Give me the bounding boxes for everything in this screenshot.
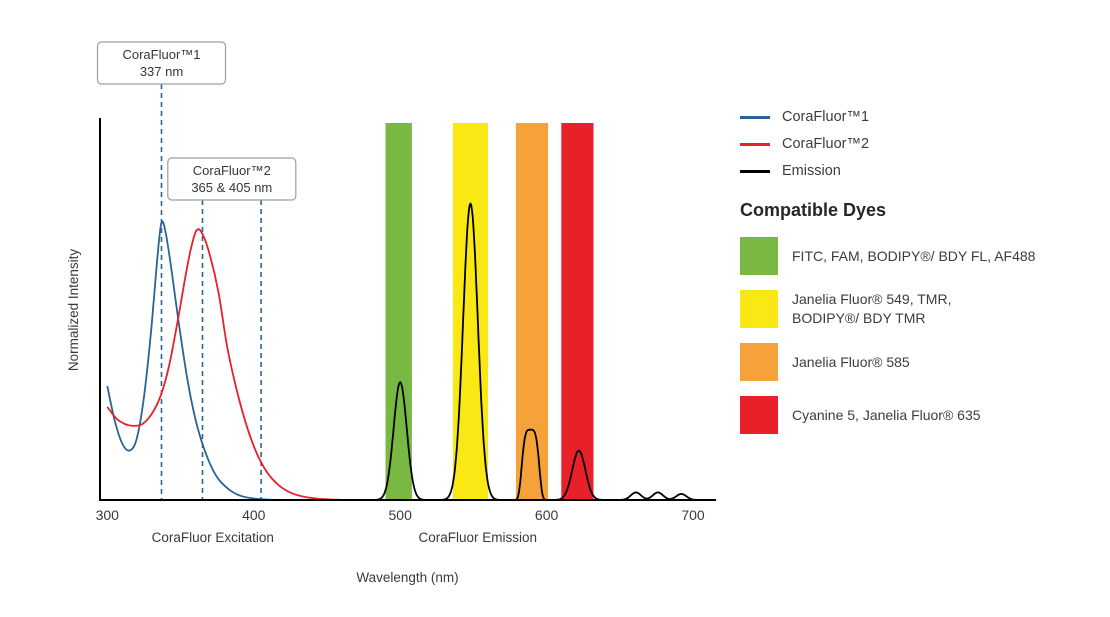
dye-item-orange: Janelia Fluor® 585 [740, 343, 1100, 381]
callout-box-2 [167, 157, 297, 201]
section-label-corafluor-emission: CoraFluor Emission [419, 530, 538, 545]
callout-wavelength: 337 nm [140, 64, 183, 79]
x-axis-title: Wavelength (nm) [356, 570, 458, 585]
curve-corafluor-2 [106, 228, 349, 501]
dye-item-red: Cyanine 5, Janelia Fluor® 635 [740, 396, 1100, 434]
filter-band-orange [515, 123, 549, 500]
x-tick-label-700: 700 [681, 507, 705, 523]
spectra-chart: CoraFluor™1 337 nm CoraFluor™2 365 & 405 nm… [66, 41, 716, 585]
dye-list: FITC, FAM, BODIPY®/ BDY FL, AF488 Janeli… [740, 237, 1100, 434]
red-dye-swatch [740, 396, 778, 434]
filter-band-red [561, 123, 594, 500]
x-tick-label-400: 400 [242, 507, 266, 523]
dye-label-red: Cyanine 5, Janelia Fluor® 635 [792, 406, 981, 423]
x-tick-label-500: 500 [389, 507, 413, 523]
legend-label-corafluor1: CoraFluor™1 [782, 109, 870, 125]
callout-box-1 [96, 41, 227, 85]
x-tick-label-300: 300 [96, 507, 120, 523]
series-legend: CoraFluor™1 CoraFluor™2 Emission [740, 108, 1100, 180]
callout-wavelength: 365 & 405 nm [191, 180, 272, 195]
green-dye-swatch [740, 237, 778, 275]
dye-item-yellow: Janelia Fluor® 549, TMR, BODIPY®/ BDY TM… [740, 290, 1100, 328]
callout-title: CoraFluor™1 [122, 47, 200, 62]
curve-corafluor-1 [106, 220, 284, 501]
legend-label-corafluor2: CoraFluor™2 [782, 136, 870, 152]
compatible-dyes-heading: Compatible Dyes [740, 200, 887, 220]
legend-item-corafluor2: CoraFluor™2 [740, 135, 1100, 153]
curve-emission [356, 202, 702, 501]
chart-svg: CoraFluor™1 337 nm CoraFluor™2 365 & 405 nm… [66, 41, 716, 585]
legend-label-emission: Emission [782, 163, 841, 179]
corafluor1-line-swatch [740, 115, 770, 119]
filter-band-yellow [452, 123, 488, 500]
emission-line-swatch [740, 169, 770, 173]
corafluor2-line-swatch [740, 142, 770, 146]
legend-item-corafluor1: CoraFluor™1 [740, 108, 1100, 126]
dye-label-yellow: Janelia Fluor® 549, TMR, BODIPY®/ BDY TM… [792, 291, 952, 326]
orange-dye-swatch [740, 343, 778, 381]
dye-label-orange: Janelia Fluor® 585 [792, 353, 910, 370]
y-axis-title: Normalized Intensity [66, 249, 81, 372]
dye-item-green: FITC, FAM, BODIPY®/ BDY FL, AF488 [740, 237, 1100, 275]
callout-title: CoraFluor™2 [193, 163, 271, 178]
x-tick-label-600: 600 [535, 507, 559, 523]
yellow-dye-swatch [740, 290, 778, 328]
section-label-corafluor-excitation: CoraFluor Excitation [152, 530, 274, 545]
dye-label-green: FITC, FAM, BODIPY®/ BDY FL, AF488 [792, 247, 1036, 264]
legend-item-emission: Emission [740, 162, 1100, 180]
legend-panel: CoraFluor™1 CoraFluor™2 Emission Compati… [740, 0, 1110, 612]
